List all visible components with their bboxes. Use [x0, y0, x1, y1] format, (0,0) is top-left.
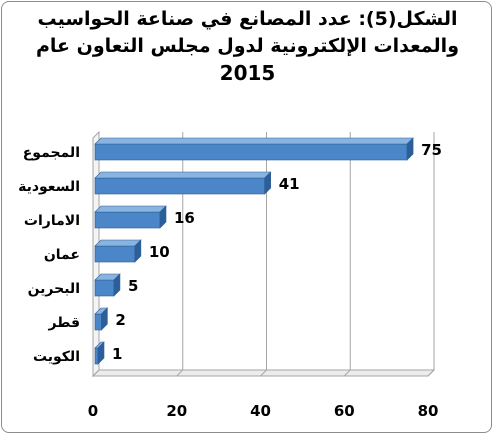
value-label: 2: [115, 311, 125, 329]
bar-side: [264, 171, 271, 195]
category-label: الامارات: [24, 213, 80, 229]
floor-gridline: [260, 369, 267, 377]
chart-title: الشكل(5): عدد المصانع في صناعة الحواسيب …: [20, 6, 475, 86]
bar-side: [134, 239, 142, 263]
x-tick-label: 20: [166, 402, 187, 420]
x-tick-label: 40: [250, 402, 271, 420]
bar: [94, 143, 408, 161]
bar: [94, 211, 161, 229]
bar: [94, 245, 136, 263]
category-label: السعودية: [18, 179, 80, 195]
category-label: المجموع: [23, 145, 80, 161]
bar: [94, 279, 115, 297]
bar-layer: [94, 137, 414, 365]
bar-top: [94, 171, 272, 179]
bar-side: [113, 273, 121, 297]
value-label: 5: [128, 277, 138, 295]
bar-side: [97, 341, 105, 365]
bar-side: [159, 205, 167, 229]
bar-side: [101, 307, 108, 331]
floor-gridline: [92, 369, 100, 377]
bar-side: [406, 137, 414, 161]
value-label: 1: [112, 345, 122, 363]
grid-layer: [91, 130, 436, 378]
bar-top: [94, 205, 167, 213]
chart-title-line-2: والمعدات الإلكترونية لدول مجلس التعاون ع…: [35, 35, 460, 57]
x-tick-label: 80: [418, 402, 439, 420]
category-label: الكويت: [33, 349, 80, 365]
chart-title-line-1: الشكل(5): عدد المصانع في صناعة الحواسيب: [37, 8, 458, 30]
floor-gridline: [343, 369, 351, 377]
label-layer: 0 20 40 60 80 75 المجموع 41 السعودية 16 الامارات 10…: [18, 141, 442, 420]
bar-top: [94, 137, 414, 145]
bar-top: [94, 239, 142, 247]
bar: [94, 313, 102, 331]
category-label: قطر: [47, 315, 80, 331]
value-label: 16: [174, 209, 195, 227]
category-label: البحرين: [28, 281, 80, 297]
chart-title-year: 2015: [219, 61, 276, 85]
category-label: عمان: [44, 247, 80, 263]
value-label: 10: [149, 243, 170, 261]
x-tick-label: 60: [334, 402, 355, 420]
bar: [94, 347, 99, 365]
bar: [94, 177, 265, 195]
value-label: 41: [279, 175, 300, 193]
floor-gridline: [176, 369, 184, 377]
value-label: 75: [421, 141, 442, 159]
x-tick-label: 0: [88, 402, 98, 420]
floor-gridline: [427, 369, 435, 377]
